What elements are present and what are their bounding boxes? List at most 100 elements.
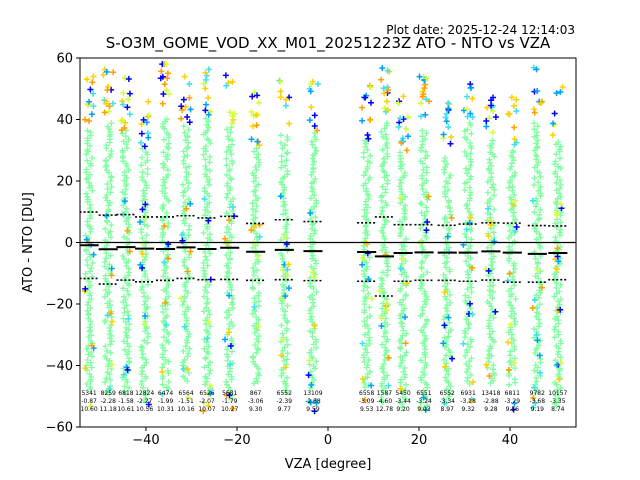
scatter-point [491, 238, 498, 245]
scatter-point [200, 408, 207, 415]
scatter-column [396, 149, 410, 411]
scatter-column [306, 130, 320, 392]
scatter-point [443, 118, 450, 125]
scatter-point [363, 240, 370, 247]
scatter-point [367, 99, 374, 106]
scatter-point [137, 218, 144, 225]
scatter-point [400, 93, 407, 100]
scatter-point [558, 200, 565, 207]
scatter-point [395, 100, 402, 107]
bin-std: 9.77 [278, 406, 292, 413]
scatter-point [492, 308, 499, 315]
scatter-point [184, 394, 191, 401]
scatter-point [307, 209, 314, 216]
bin-count: 6474 [158, 390, 173, 397]
scatter-point [530, 106, 537, 113]
scatter-point [202, 107, 209, 114]
scatter-point [139, 206, 146, 213]
scatter-point [163, 321, 170, 328]
scatter-column [249, 145, 262, 387]
scatter-column [138, 145, 152, 404]
scatter-point [184, 268, 191, 275]
scatter-point [108, 361, 115, 368]
scatter-point [276, 77, 283, 84]
bin-count: 6564 [178, 390, 193, 397]
scatter-point [402, 314, 409, 321]
scatter-point [181, 323, 188, 330]
scatter-point [108, 265, 115, 272]
scatter-point [483, 117, 490, 124]
x-tick-label: −20 [223, 433, 250, 448]
scatter-point [365, 135, 372, 142]
scatter-point [422, 111, 429, 118]
scatter-point [557, 359, 564, 366]
scatter-point [534, 267, 541, 274]
scatter-point [513, 108, 520, 115]
bin-std: 9.20 [396, 406, 410, 413]
scatter-column [551, 139, 565, 410]
bin-count: 13418 [481, 390, 500, 397]
scatter-point [282, 364, 289, 371]
scatter-point [468, 84, 475, 91]
scatter-point [469, 311, 476, 318]
scatter-point [308, 382, 315, 389]
scatter-point [207, 390, 214, 397]
scatter-point [125, 75, 132, 82]
scatter-point [420, 394, 427, 401]
scatter-point [141, 143, 148, 150]
scatter-bin-0 [81, 73, 97, 410]
scatter-point [179, 231, 186, 238]
scatter-bin-10 [305, 78, 321, 415]
scatter-column [159, 116, 172, 393]
bin-std: 9.53 [360, 406, 374, 413]
scatter-point [553, 209, 560, 216]
scatter-column [119, 127, 133, 397]
scatter-point [466, 300, 473, 307]
scatter-column [82, 127, 96, 393]
scatter-point [506, 270, 513, 277]
scatter-column [101, 120, 115, 398]
scatter-point [255, 323, 262, 330]
bin-std: 9.30 [249, 406, 263, 413]
scatter-point [88, 111, 95, 118]
bin-std: 12.78 [376, 406, 393, 413]
scatter-point [307, 88, 314, 95]
scatter-point [181, 73, 188, 80]
scatter-point [159, 368, 166, 375]
scatter-point [229, 204, 236, 211]
scatter-point [467, 110, 474, 117]
scatter-point [416, 73, 423, 80]
scatter-bin-14 [416, 73, 432, 413]
scatter-point [251, 304, 258, 311]
scatter-point [225, 329, 232, 336]
scatter-point [536, 352, 543, 359]
scatter-point [106, 386, 113, 393]
scatter-point [464, 93, 471, 100]
scatter-point [206, 382, 213, 389]
scatter-point [161, 259, 168, 266]
y-tick-label: −40 [46, 359, 73, 374]
scatter-point [157, 75, 164, 82]
scatter-point [158, 68, 165, 75]
scatter-point [490, 108, 497, 115]
scatter-point [384, 107, 391, 114]
scatter-point [488, 97, 495, 104]
scatter-point [309, 269, 316, 276]
scatter-point [538, 284, 545, 291]
scatter-point [447, 140, 454, 147]
scatter-point [86, 98, 93, 105]
scatter-point [201, 196, 208, 203]
scatter-point [139, 264, 146, 271]
scatter-point [205, 94, 212, 101]
scatter-point [417, 100, 424, 107]
scatter-point [143, 119, 150, 126]
scatter-point [508, 94, 515, 101]
scatter-point [159, 391, 166, 398]
scatter-point [486, 115, 493, 122]
scatter-point [378, 315, 385, 322]
scatter-point [203, 101, 210, 108]
scatter-point [511, 136, 518, 143]
scatter-point [511, 141, 518, 148]
scatter-point [384, 67, 391, 74]
scatter-point [467, 214, 474, 221]
